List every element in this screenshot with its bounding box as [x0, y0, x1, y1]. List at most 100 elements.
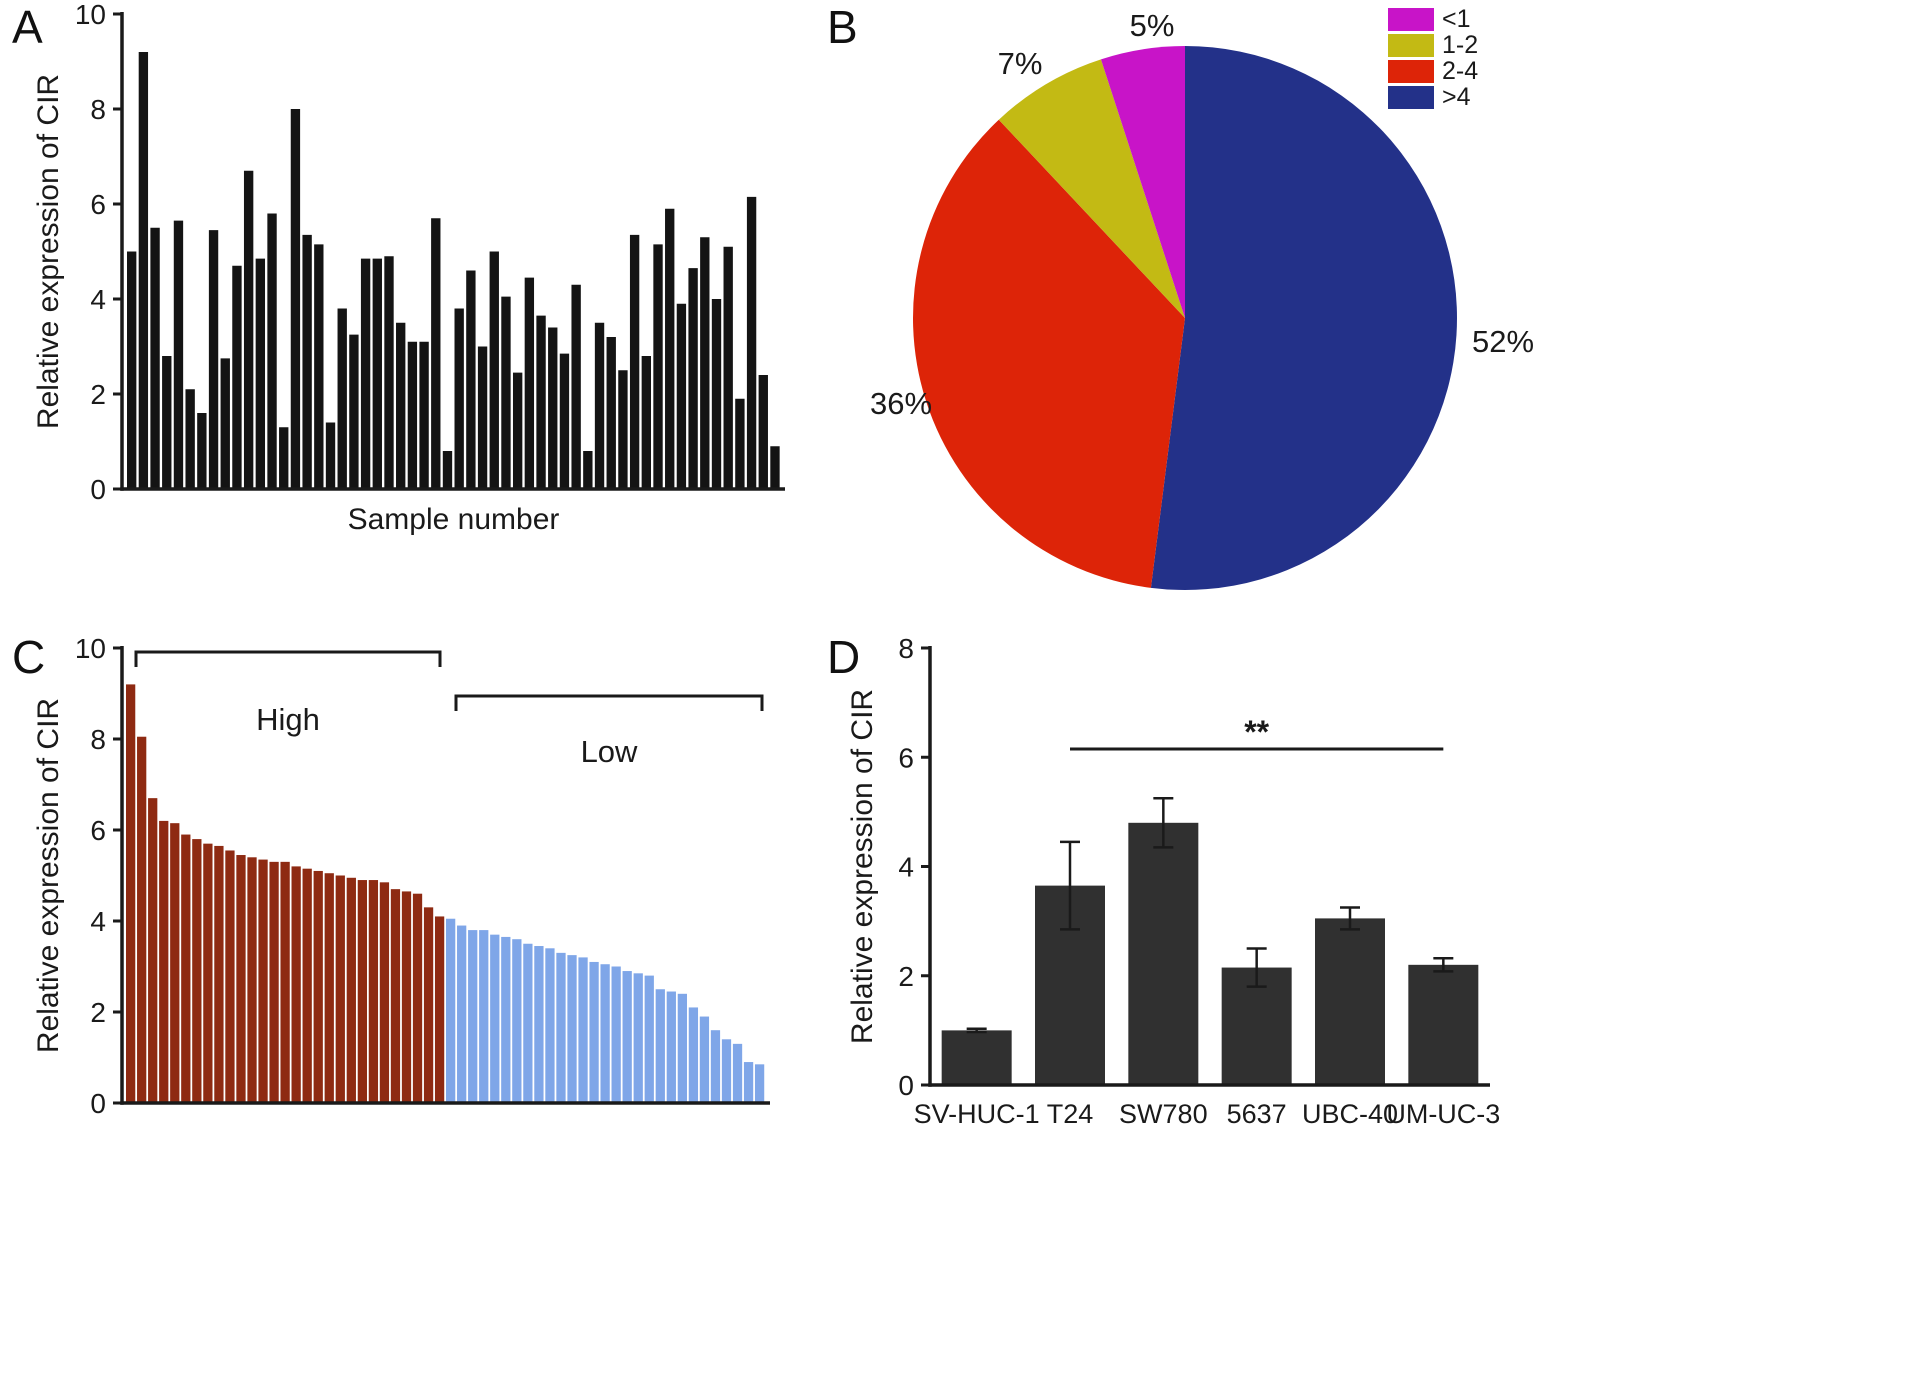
bar: [606, 337, 616, 489]
bar: [1315, 918, 1385, 1085]
pie-slice-<1: [1100, 46, 1185, 318]
bar: [688, 1007, 699, 1103]
y-tick-label: 8: [90, 94, 106, 125]
bar: [220, 358, 230, 489]
bar: [384, 256, 394, 489]
bar: [446, 918, 456, 1103]
y-tick-label: 6: [90, 815, 106, 846]
bar: [489, 251, 499, 489]
bar: [770, 446, 780, 489]
bar: [243, 170, 254, 489]
panel-c-sorted-bar-chart: 0 2 4 6 8 10 Relative expression of CIR High Low: [0, 630, 815, 1380]
bar: [192, 839, 202, 1103]
x-tick-label: SW780: [1119, 1099, 1208, 1129]
bar: [225, 850, 235, 1103]
y-tick-label: 4: [90, 906, 106, 937]
bar: [524, 277, 535, 489]
bar: [941, 1030, 1012, 1085]
bar: [457, 925, 467, 1103]
bar: [423, 907, 434, 1103]
y-tick-label: 0: [90, 1088, 106, 1119]
bar: [368, 880, 379, 1103]
bar: [372, 258, 382, 489]
bar: [655, 989, 665, 1103]
x-axis-title: Sample number: [348, 503, 560, 536]
panel-b-pie-chart: 5% 7% 36% 52% <1 1-2 2-4 >4: [815, 0, 1913, 630]
bar: [1128, 822, 1199, 1085]
legend-swatch: [1388, 34, 1434, 57]
bar: [477, 346, 488, 489]
bar: [746, 196, 757, 489]
y-tick-label: 2: [90, 997, 106, 1028]
panel-d-cell-line-bar-chart: SV-HUC-1 T24 SW780 5637 UBC-40 UM-UC-3 0 2 4 6 8 Re…: [815, 630, 1913, 1380]
bar: [407, 341, 418, 489]
x-tick-label: T24: [1047, 1099, 1094, 1129]
bar: [137, 736, 147, 1103]
bar: [466, 270, 476, 489]
bar: [267, 213, 277, 489]
bar: [523, 943, 533, 1103]
bar: [412, 893, 423, 1103]
bar: [468, 930, 478, 1103]
panel-label-a: A: [12, 1, 43, 53]
legend-swatch: [1388, 86, 1434, 109]
bar: [688, 268, 698, 489]
pie-percentage-label: 52%: [1472, 324, 1534, 359]
legend-swatch: [1388, 8, 1434, 31]
bar: [162, 356, 172, 489]
bar: [442, 451, 453, 489]
legend-swatch: [1388, 60, 1434, 83]
legend-label: 2-4: [1442, 57, 1478, 85]
bar: [732, 1043, 743, 1103]
bar: [711, 299, 722, 489]
y-axis-title: Relative expression of CIR: [32, 74, 65, 429]
bar: [699, 1016, 710, 1103]
bar: [255, 258, 266, 489]
bar: [735, 398, 745, 489]
y-tick-label: 4: [898, 852, 914, 883]
pie-percentage-label: 5%: [1130, 8, 1175, 43]
bar: [258, 859, 268, 1103]
bar: [159, 820, 169, 1103]
bar: [290, 109, 301, 489]
bar: [545, 948, 555, 1103]
bar: [548, 327, 558, 489]
panel-a-chart-svg: 0 2 4 6 8 10 Relative expression of CIR Sample …: [32, 0, 785, 536]
panel-b-chart-svg: 5% 7% 36% 52% <11-22-4>4: [870, 5, 1534, 590]
pie-slice-2-4: [913, 119, 1185, 588]
bar: [127, 251, 137, 489]
bar: [185, 389, 195, 489]
bar: [181, 834, 191, 1103]
bar: [346, 877, 356, 1103]
x-tick-label: UM-UC-3: [1386, 1099, 1500, 1129]
group-bracket: [454, 694, 764, 711]
y-tick-label: 8: [90, 724, 106, 755]
bar: [170, 823, 180, 1103]
bar: [138, 52, 149, 489]
bar: [512, 939, 522, 1103]
y-tick-label: 0: [898, 1070, 914, 1101]
bar: [390, 889, 401, 1103]
bar: [633, 973, 643, 1103]
y-tick-label: 0: [90, 474, 106, 505]
bar: [723, 246, 733, 489]
bar: [150, 227, 160, 489]
bar: [324, 873, 334, 1103]
panel-label-b: B: [827, 1, 858, 53]
bar: [419, 341, 429, 489]
x-tick-label: UBC-40: [1302, 1099, 1398, 1129]
legend-label: >4: [1442, 83, 1471, 111]
bar: [208, 230, 219, 489]
bar: [571, 284, 581, 489]
bar: [479, 930, 489, 1103]
y-axis-title: Relative expression of CIR: [32, 698, 65, 1053]
y-tick-label: 2: [898, 961, 914, 992]
group-label-low: Low: [581, 734, 638, 769]
bar: [594, 322, 605, 489]
bar: [148, 798, 158, 1103]
bar: [302, 234, 312, 489]
bar: [754, 1064, 765, 1103]
legend-label: 1-2: [1442, 31, 1478, 59]
bar: [269, 861, 279, 1103]
panel-label-c: C: [12, 631, 46, 683]
